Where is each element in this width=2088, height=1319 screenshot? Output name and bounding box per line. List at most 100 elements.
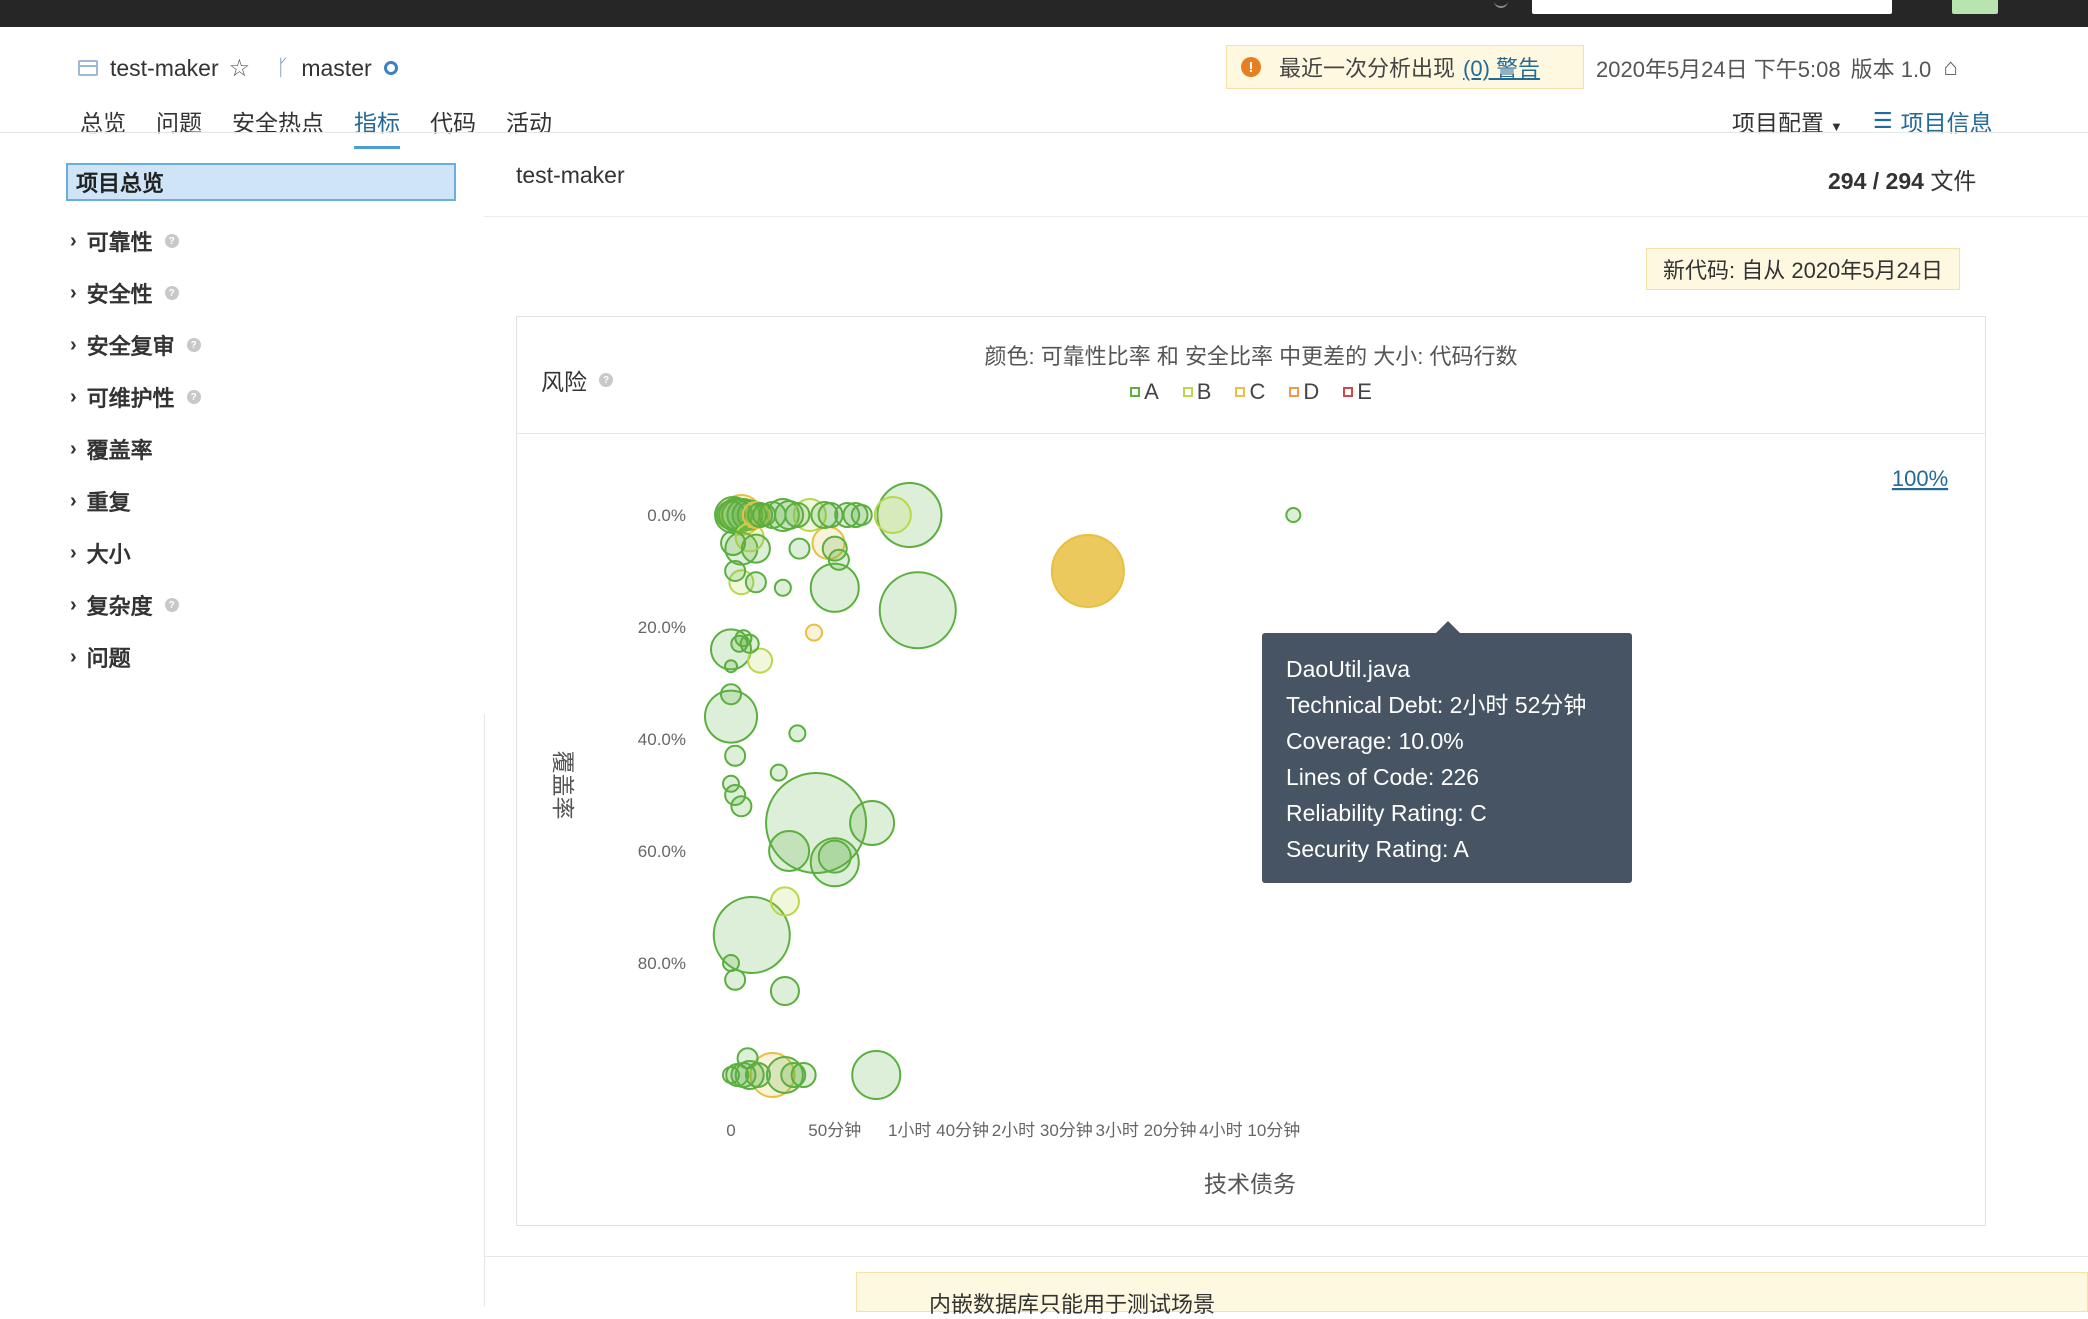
help-icon[interactable]: ? xyxy=(164,286,179,300)
legend-item-e[interactable]: E xyxy=(1343,379,1372,405)
bubble-point[interactable] xyxy=(765,772,868,874)
sidebar-item-coverage[interactable]: › 覆盖率 xyxy=(70,433,153,465)
chevron-right-icon: › xyxy=(70,541,77,564)
tab-issues[interactable]: 问题 xyxy=(156,110,202,136)
breadcrumb[interactable]: test-maker xyxy=(516,162,625,188)
sidebar-item-security[interactable]: › 安全性? xyxy=(70,277,179,309)
bubble-point[interactable] xyxy=(744,571,767,594)
project-config-menu[interactable]: 项目配置 ▼ xyxy=(1732,104,1843,138)
help-icon[interactable]: ? xyxy=(186,390,201,404)
bubble-point[interactable] xyxy=(849,800,896,846)
bubble-point[interactable] xyxy=(765,498,800,532)
tab-overview[interactable]: 总览 xyxy=(80,110,126,136)
bubble-point[interactable] xyxy=(752,503,777,527)
bubble-point[interactable] xyxy=(724,744,747,767)
bubble-point[interactable] xyxy=(817,839,852,874)
embedded-db-notice: 内嵌数据库只能用于测试场景 xyxy=(856,1272,2088,1317)
sidebar-item-reliability[interactable]: › 可靠性? xyxy=(70,225,179,257)
legend-item-d[interactable]: D xyxy=(1289,379,1319,405)
sidebar-item-duplications[interactable]: › 重复 xyxy=(70,485,131,517)
bubble-point[interactable] xyxy=(704,689,758,744)
bubble-point[interactable] xyxy=(725,1063,750,1087)
create-button[interactable] xyxy=(1952,0,1998,14)
legend-item-c[interactable]: C xyxy=(1235,379,1265,405)
home-icon[interactable]: ⌂ xyxy=(1943,54,1958,81)
branch-settings-icon[interactable] xyxy=(383,61,398,75)
legend-swatch xyxy=(1182,387,1193,397)
bubble-point[interactable] xyxy=(724,659,738,674)
bubble-point[interactable] xyxy=(784,502,811,528)
bubble-point[interactable] xyxy=(722,774,740,793)
bubble-point[interactable] xyxy=(850,504,873,526)
bubble-point[interactable] xyxy=(842,502,869,528)
help-icon[interactable] xyxy=(1494,0,1508,8)
bubble-point[interactable] xyxy=(1285,507,1302,523)
bubble-point[interactable] xyxy=(878,571,957,650)
bubble-point[interactable] xyxy=(851,1050,902,1100)
help-icon[interactable]: ? xyxy=(599,373,613,387)
bubble-point[interactable] xyxy=(720,530,747,556)
project-info-link[interactable]: ☰ 项目信息 xyxy=(1873,104,1993,138)
bubble-point[interactable] xyxy=(740,533,771,564)
bubble-point[interactable] xyxy=(769,886,800,917)
project-icon xyxy=(78,60,98,76)
sidebar-item-issues[interactable]: › 问题 xyxy=(70,641,131,673)
bubble-point[interactable] xyxy=(724,968,747,991)
project-name[interactable]: test-maker xyxy=(110,54,219,81)
bubble-point[interactable] xyxy=(873,496,912,534)
bubble-point[interactable] xyxy=(790,1062,817,1088)
bubble-point[interactable] xyxy=(827,548,850,571)
legend-swatch xyxy=(1130,387,1141,397)
tab-measures[interactable]: 指标 xyxy=(354,104,400,149)
caret-down-icon: ▼ xyxy=(1830,119,1843,134)
bubble-point[interactable] xyxy=(780,1062,807,1088)
sidebar-item-size[interactable]: › 大小 xyxy=(70,537,131,569)
sidebar-item-maintainability[interactable]: › 可维护性? xyxy=(70,381,201,413)
bubble-point[interactable] xyxy=(722,1066,740,1084)
bubble-point[interactable] xyxy=(809,837,860,888)
bubble-point[interactable] xyxy=(724,560,747,582)
warning-link[interactable]: (0) 警告 xyxy=(1463,56,1541,81)
bubble-point[interactable] xyxy=(734,629,753,648)
tab-security-hotspots[interactable]: 安全热点 xyxy=(232,110,324,136)
legend-item-a[interactable]: A xyxy=(1130,379,1159,405)
coverage-max-link[interactable]: 100% xyxy=(1892,466,1948,491)
search-input[interactable] xyxy=(1532,0,1892,14)
help-icon[interactable]: ? xyxy=(164,234,179,248)
bubble-point[interactable] xyxy=(876,482,943,548)
star-icon[interactable]: ☆ xyxy=(228,54,251,82)
bubble-point[interactable] xyxy=(736,1047,759,1070)
bubble-point[interactable] xyxy=(773,578,792,597)
help-icon[interactable]: ? xyxy=(186,338,201,352)
bubble-point[interactable] xyxy=(805,623,823,642)
bubble-point[interactable] xyxy=(722,954,740,972)
sidebar-item-project-overview[interactable]: 项目总览 xyxy=(66,163,456,201)
tab-activity[interactable]: 活动 xyxy=(506,110,552,136)
bubble-point[interactable] xyxy=(821,535,848,562)
x-tick-label: 3小时 20分钟 xyxy=(1095,1121,1196,1140)
bubble-point[interactable] xyxy=(769,763,788,782)
bubble-point[interactable] xyxy=(720,683,742,706)
bubble-point[interactable] xyxy=(788,724,807,743)
bubble-point[interactable] xyxy=(724,784,747,806)
legend-item-b[interactable]: B xyxy=(1182,379,1211,405)
sidebar-item-complexity[interactable]: › 复杂度? xyxy=(70,589,179,621)
bubble-point[interactable] xyxy=(768,830,811,872)
bubble-point[interactable] xyxy=(747,647,774,674)
project-header: test-maker ☆ ᚴ master xyxy=(78,52,398,84)
bubble-point[interactable] xyxy=(788,537,811,560)
branch-name[interactable]: master xyxy=(301,54,372,81)
bubble-point-highlighted[interactable] xyxy=(1050,534,1125,608)
bubble-point[interactable] xyxy=(809,562,860,613)
bubble-point[interactable] xyxy=(730,795,753,818)
panel-divider xyxy=(517,433,1985,434)
bubble-point[interactable] xyxy=(810,501,839,529)
bubble-point[interactable] xyxy=(712,896,791,974)
bubble-point[interactable] xyxy=(769,976,800,1006)
bubble-point[interactable] xyxy=(716,500,746,530)
tab-code[interactable]: 代码 xyxy=(430,110,476,136)
sidebar-item-security-review[interactable]: › 安全复审? xyxy=(70,329,201,361)
help-icon[interactable]: ? xyxy=(164,598,179,612)
bubble-point[interactable] xyxy=(744,1062,771,1088)
bubble-point[interactable] xyxy=(765,1056,804,1094)
